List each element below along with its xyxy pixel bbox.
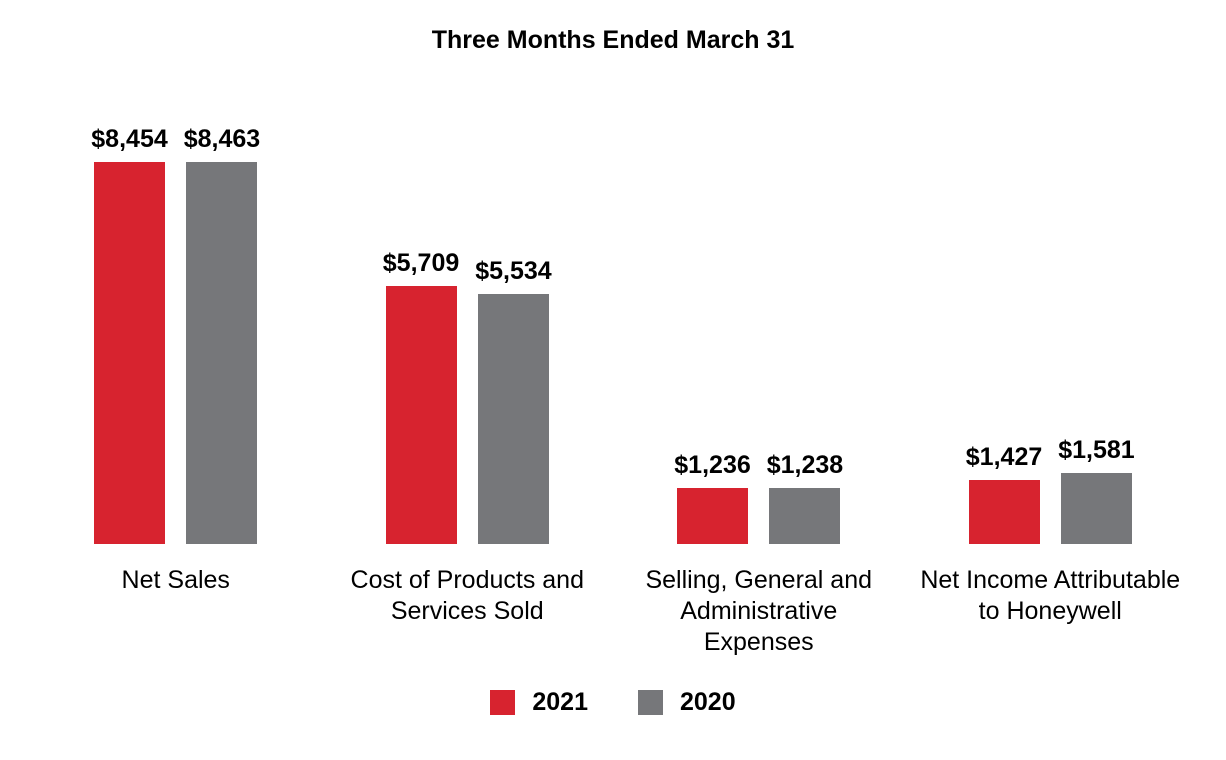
value-label: $5,709	[382, 249, 460, 277]
bar-group: $1,236 $1,238	[613, 0, 905, 544]
bar-column-2020: $8,463	[184, 125, 260, 544]
bar-column-2021: $5,709	[383, 249, 459, 544]
category-label-line: Net Sales	[121, 566, 230, 594]
legend-item-2020: 2020	[638, 690, 736, 715]
bar-2020	[769, 488, 841, 544]
bar-column-2020: $5,534	[475, 256, 552, 544]
legend-label: 2021	[532, 688, 588, 716]
value-label: $8,454	[91, 125, 168, 153]
category-label-line: Expenses	[703, 628, 814, 656]
category-label-line: Net Income Attributable	[920, 566, 1181, 594]
legend-swatch-2020	[638, 690, 663, 715]
category-label: Selling, General and Administrative Expens…	[613, 565, 905, 658]
category-labels-row: Net Sales Cost of Products and Services So…	[30, 565, 1196, 658]
value-label: $1,236	[674, 451, 751, 480]
bar-2021	[677, 488, 749, 544]
value-label: $1,581	[1058, 435, 1135, 464]
category-label: Net Income Attributable to Honeywell	[905, 565, 1197, 658]
category-label-line: Selling, General and	[645, 566, 873, 594]
bar-2020	[477, 293, 549, 544]
bar-column-2021: $8,454	[91, 125, 168, 544]
bar-2021	[94, 162, 166, 544]
category-label-line: Cost of Products and	[350, 566, 584, 594]
bar-column-2021: $1,236	[674, 451, 751, 544]
category-label-line: Services Sold	[390, 597, 544, 625]
value-label: $8,463	[183, 124, 261, 153]
legend-item-2021: 2021	[490, 690, 588, 715]
legend-label: 2020	[680, 688, 736, 716]
bar-column-2021: $1,427	[965, 442, 1043, 544]
legend: 2021 2020	[0, 690, 1226, 715]
bar-2020	[1060, 472, 1132, 544]
bar-group: $5,709 $5,534	[322, 0, 614, 544]
value-label: $1,427	[965, 442, 1043, 471]
chart-title: Three Months Ended March 31	[431, 26, 795, 54]
bar-column-2020: $1,581	[1058, 435, 1135, 544]
bar-2021	[385, 286, 457, 544]
bar-2021	[968, 479, 1040, 544]
category-label-line: Administrative	[680, 597, 838, 625]
value-label: $1,238	[766, 451, 844, 480]
value-label: $5,534	[475, 256, 552, 285]
legend-swatch-2021	[490, 690, 516, 715]
bar-column-2020: $1,238	[767, 451, 843, 544]
category-label: Cost of Products and Services Sold	[322, 565, 614, 658]
category-label: Net Sales	[30, 565, 322, 658]
bar-group: $8,454 $8,463	[30, 0, 322, 544]
category-label-line: to Honeywell	[978, 597, 1122, 625]
plot-area: $8,454 $8,463 $5,709 $5,534 $1,236 $1,238 $1,4…	[30, 0, 1196, 544]
bar-2020	[186, 161, 258, 544]
bar-group: $1,427 $1,581	[905, 0, 1197, 544]
